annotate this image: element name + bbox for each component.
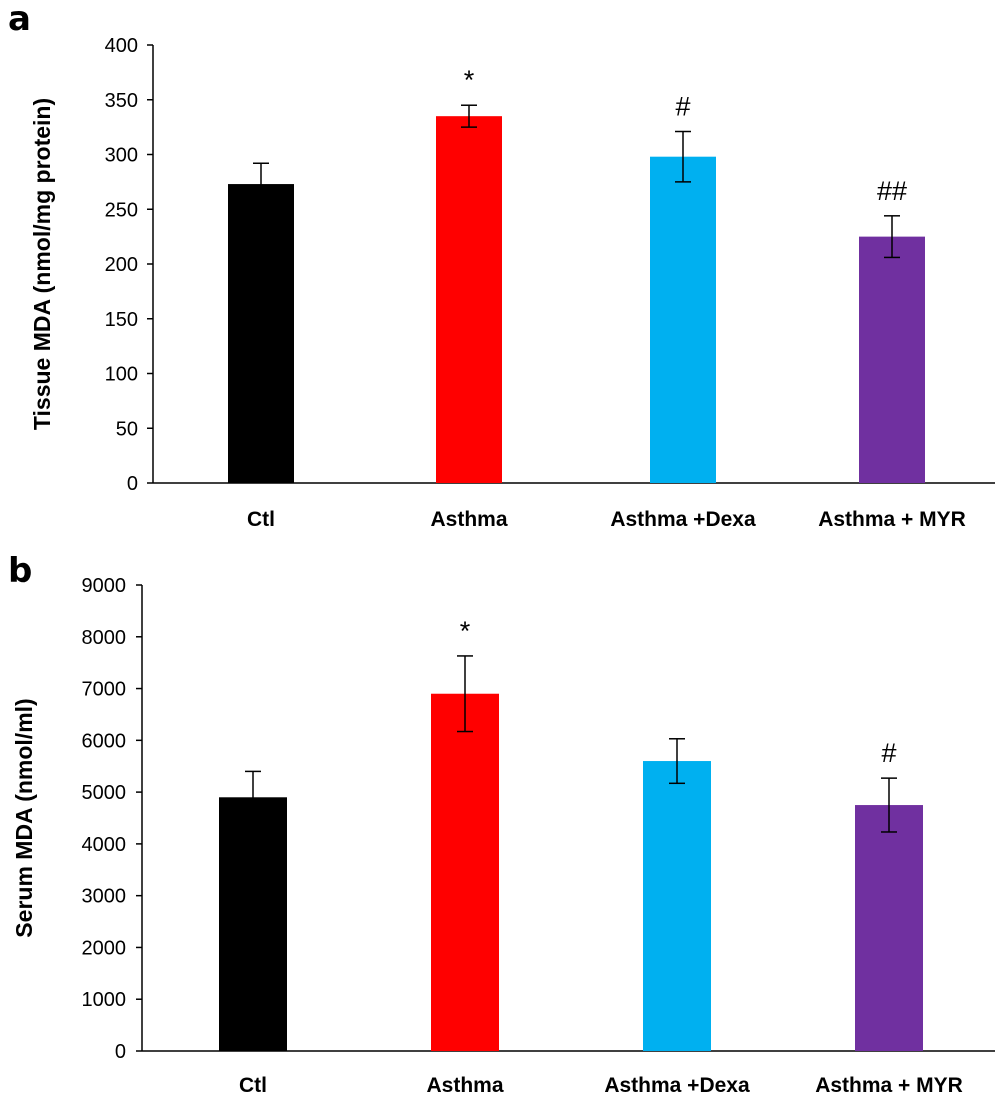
y-tick-label: 50 <box>116 418 138 440</box>
significance-label: * <box>464 65 475 95</box>
y-tick-label: 8000 <box>82 627 127 649</box>
y-tick-label: 0 <box>127 473 138 495</box>
bar <box>855 805 923 1051</box>
bar <box>650 156 716 483</box>
x-tick-label: Asthma + MYR <box>815 1074 963 1097</box>
x-tick-label: Asthma + MYR <box>818 508 966 531</box>
x-tick-label: Ctl <box>239 1074 267 1097</box>
y-tick-label: 300 <box>105 145 138 167</box>
x-tick-label: Asthma <box>426 1074 503 1097</box>
panel-letter: b <box>8 551 32 591</box>
bar <box>219 797 287 1051</box>
x-tick-label: Asthma +Dexa <box>610 508 756 531</box>
x-tick-label: Asthma +Dexa <box>604 1074 750 1097</box>
y-axis-title: Tissue MDA (nmol/mg protein) <box>29 98 55 430</box>
bar <box>431 693 499 1051</box>
chart-panel-b: b 0 1000 2000 3000 4000 5000 6000 7000 8000 9000 Se… <box>8 551 995 1097</box>
significance-label: * <box>460 616 471 646</box>
significance-label: # <box>881 738 896 768</box>
y-tick-label: 6000 <box>82 730 127 752</box>
y-tick-label: 150 <box>105 309 138 331</box>
y-tick-label: 9000 <box>82 575 127 597</box>
y-tick-label: 200 <box>105 254 138 276</box>
y-tick-label: 0 <box>115 1041 126 1063</box>
y-tick-label: 3000 <box>82 886 127 908</box>
y-axis-title: Serum MDA (nmol/ml) <box>11 698 37 937</box>
x-tick-label: Ctl <box>247 508 275 531</box>
panel-letter: a <box>8 0 31 39</box>
bar <box>643 761 711 1051</box>
y-tick-label: 250 <box>105 199 138 221</box>
y-tick-label: 400 <box>105 35 138 57</box>
y-tick-label: 100 <box>105 364 138 386</box>
bar <box>436 116 502 484</box>
y-tick-label: 7000 <box>82 679 127 701</box>
y-tick-label: 4000 <box>82 834 127 856</box>
bar <box>859 236 925 483</box>
y-tick-label: 5000 <box>82 782 127 804</box>
significance-label: # <box>675 92 690 122</box>
y-tick-label: 1000 <box>82 989 127 1011</box>
y-tick-label: 350 <box>105 90 138 112</box>
chart-panel-a: a 0 50 100 150 200 250 300 350 400 Tissue MDA (nmo… <box>8 0 995 531</box>
y-tick-label: 2000 <box>82 937 127 959</box>
x-tick-label: Asthma <box>430 508 507 531</box>
bar <box>228 184 294 483</box>
significance-label: ## <box>877 176 907 206</box>
